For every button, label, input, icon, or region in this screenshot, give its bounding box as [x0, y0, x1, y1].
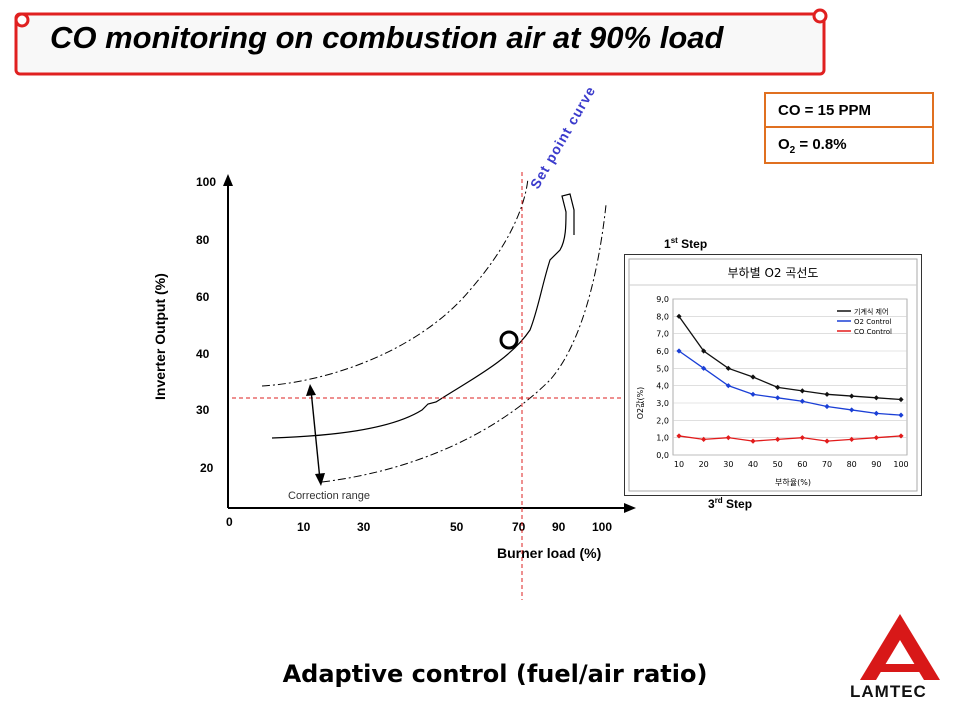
inset-data-point	[676, 313, 682, 319]
co-readout: CO = 15 PPM	[778, 102, 871, 119]
inset-y-ticks: 0,0 1,0 2,0 3,0 4,0 5,0 6,0 7,0 8,0 9,0	[656, 295, 669, 460]
inset-x-tick-label: 10	[674, 460, 684, 469]
y-tick-label: 30	[196, 403, 210, 417]
inset-y-axis-label: O2값(%)	[635, 387, 645, 420]
inset-series-line	[678, 435, 902, 442]
y-tick-label: 100	[196, 175, 216, 189]
inset-data-point	[824, 403, 830, 410]
inset-title: 부하별 O2 곡선도	[728, 266, 819, 280]
o2-unit: %	[833, 136, 847, 153]
inset-legend: 기계식 제어 O2 Control CO Control	[837, 307, 892, 336]
readout-divider	[764, 126, 932, 128]
third-step-label: 3rd Step	[708, 496, 752, 511]
inset-x-tick-label: 90	[871, 460, 881, 469]
inset-y-tick-label: 1,0	[656, 434, 669, 443]
inset-x-tick-label: 40	[748, 460, 758, 469]
o2-inset-svg: 부하별 O2 곡선도 0,0 1,0 2,0 3,0 4,0 5,0 6,0 7,0 8,0 9,…	[628, 258, 918, 492]
inset-y-tick-label: 7,0	[656, 330, 669, 339]
inset-y-tick-label: 2,0	[656, 416, 669, 425]
o2-inset-chart: 부하별 O2 곡선도 0,0 1,0 2,0 3,0 4,0 5,0 6,0 7,0 8,0 9,…	[624, 254, 922, 496]
correction-range-arrow	[310, 389, 321, 481]
set-point-curve	[271, 193, 575, 439]
correction-arrow-head-bottom	[315, 473, 325, 486]
inset-data-point	[898, 396, 904, 403]
step1-word: Step	[681, 237, 708, 251]
step3-word: Step	[726, 497, 753, 511]
inset-data-point	[799, 398, 805, 404]
inset-data-point	[701, 348, 707, 354]
co-value: 15	[817, 102, 835, 119]
inset-y-tick-label: 4,0	[656, 382, 669, 391]
inset-x-tick-label: 80	[847, 460, 857, 469]
x-tick-label: 90	[552, 520, 566, 534]
logo-text: LAMTEC	[850, 682, 927, 701]
inset-x-tick-label: 70	[822, 460, 832, 469]
x-tick-label: 50	[450, 520, 464, 534]
x-tick-label: 100	[592, 520, 612, 534]
inset-x-axis-label: 부하율(%)	[775, 477, 811, 487]
inset-x-tick-label: 60	[797, 460, 807, 469]
o2-readout: O2 = 0.8%	[778, 136, 847, 156]
inset-y-tick-label: 6,0	[656, 347, 669, 356]
o2-label-eq: =	[799, 136, 809, 153]
step3-num: 3	[708, 497, 715, 511]
inset-legend-label: O2 Control	[854, 318, 892, 326]
inset-x-tick-label: 20	[699, 460, 709, 469]
inset-x-tick-label: 100	[893, 460, 908, 469]
y-tick-label: 60	[196, 290, 210, 304]
x-tick-label: 30	[357, 520, 371, 534]
inset-x-tick-label: 50	[773, 460, 783, 469]
x-tick-label: 70	[512, 520, 526, 534]
first-step-label: 1st Step	[664, 236, 707, 251]
operating-point-marker	[499, 330, 519, 350]
x-tick-label: 10	[297, 520, 311, 534]
o2-label: O	[778, 136, 790, 153]
inset-grid	[672, 298, 908, 456]
y-axis-label: Inverter Output (%)	[152, 273, 168, 400]
inset-y-tick-label: 9,0	[656, 295, 669, 304]
step1-num: 1	[664, 237, 671, 251]
y-axis-arrow	[223, 174, 233, 186]
inset-y-tick-label: 0,0	[656, 451, 669, 460]
inset-legend-label: 기계식 제어	[854, 307, 888, 316]
step3-sup: rd	[714, 496, 723, 505]
upper-correction-boundary	[261, 177, 529, 387]
inset-series-line	[678, 350, 902, 416]
o2-label-sub: 2	[789, 145, 796, 156]
inset-series-line	[678, 315, 902, 401]
inset-y-tick-label: 8,0	[656, 312, 669, 321]
co-unit: PPM	[838, 102, 871, 119]
title-banner	[14, 8, 828, 76]
page-title: CO monitoring on combustion air at 90% l…	[50, 20, 724, 55]
bottom-caption: Adaptive control (fuel/air ratio)	[282, 660, 708, 688]
correction-arrow-head-top	[306, 384, 316, 396]
lower-correction-boundary	[321, 204, 607, 483]
inset-x-tick-label: 30	[723, 460, 733, 469]
inset-y-tick-label: 5,0	[656, 364, 669, 373]
o2-value: 0.8	[812, 136, 834, 153]
x-axis-arrow	[624, 503, 636, 513]
inset-data-point	[676, 433, 682, 439]
inset-x-ticks: 10 20 30 40 50 60 70 80 90 100	[674, 460, 909, 469]
y-tick-label: 40	[196, 347, 210, 361]
inset-legend-label: CO Control	[854, 328, 892, 336]
y-tick-label: 80	[196, 233, 210, 247]
co-label: CO =	[778, 102, 814, 119]
set-point-label: Set point curve	[527, 83, 599, 192]
lamtec-logo-icon	[860, 614, 940, 680]
readout-box: CO = 15 PPM O2 = 0.8%	[764, 92, 934, 164]
step1-sup: st	[670, 236, 678, 245]
inset-data-point	[750, 374, 756, 380]
x-axis-label: Burner load (%)	[497, 545, 601, 561]
correction-range-label: Correction range	[288, 490, 370, 502]
inset-frame	[628, 258, 918, 492]
inset-data-point	[676, 348, 682, 354]
y-tick-label: 0	[226, 515, 233, 529]
y-tick-label: 20	[200, 461, 214, 475]
inset-y-tick-label: 3,0	[656, 399, 669, 408]
